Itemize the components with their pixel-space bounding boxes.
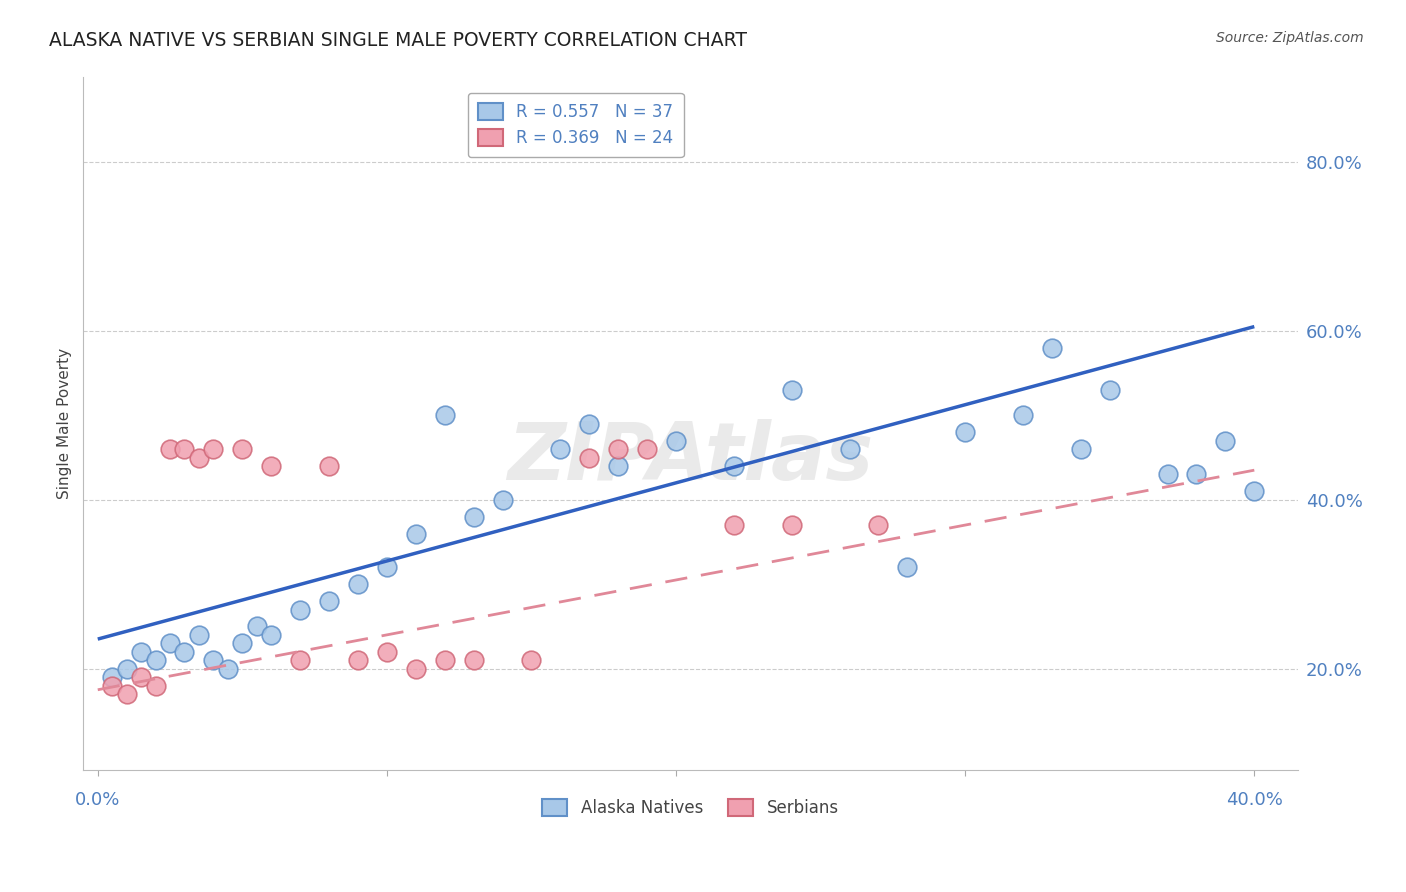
- Point: [173, 442, 195, 456]
- Point: [288, 602, 311, 616]
- Point: [665, 434, 688, 448]
- Point: [347, 653, 370, 667]
- Point: [187, 628, 209, 642]
- Point: [405, 526, 427, 541]
- Point: [101, 670, 124, 684]
- Point: [260, 458, 283, 473]
- Point: [129, 670, 152, 684]
- Point: [101, 679, 124, 693]
- Point: [159, 636, 181, 650]
- Point: [1098, 383, 1121, 397]
- Point: [375, 560, 398, 574]
- Y-axis label: Single Male Poverty: Single Male Poverty: [58, 348, 72, 500]
- Point: [520, 653, 543, 667]
- Point: [463, 653, 485, 667]
- Point: [550, 442, 572, 456]
- Text: ZIPAtlas: ZIPAtlas: [508, 419, 873, 498]
- Point: [896, 560, 918, 574]
- Point: [115, 662, 138, 676]
- Point: [187, 450, 209, 465]
- Point: [375, 645, 398, 659]
- Point: [838, 442, 860, 456]
- Point: [405, 662, 427, 676]
- Point: [318, 458, 340, 473]
- Point: [231, 442, 253, 456]
- Point: [491, 492, 513, 507]
- Point: [1243, 484, 1265, 499]
- Point: [1185, 467, 1208, 482]
- Point: [173, 645, 195, 659]
- Text: 0.0%: 0.0%: [75, 791, 121, 809]
- Point: [202, 442, 225, 456]
- Point: [578, 417, 600, 431]
- Point: [145, 679, 167, 693]
- Legend: Alaska Natives, Serbians: Alaska Natives, Serbians: [536, 792, 845, 824]
- Point: [636, 442, 658, 456]
- Point: [607, 458, 630, 473]
- Point: [953, 425, 976, 439]
- Point: [723, 458, 745, 473]
- Point: [231, 636, 253, 650]
- Point: [1215, 434, 1237, 448]
- Point: [578, 450, 600, 465]
- Point: [347, 577, 370, 591]
- Point: [607, 442, 630, 456]
- Text: ALASKA NATIVE VS SERBIAN SINGLE MALE POVERTY CORRELATION CHART: ALASKA NATIVE VS SERBIAN SINGLE MALE POV…: [49, 31, 747, 50]
- Point: [318, 594, 340, 608]
- Point: [1156, 467, 1178, 482]
- Point: [1012, 409, 1035, 423]
- Point: [288, 653, 311, 667]
- Point: [145, 653, 167, 667]
- Point: [217, 662, 239, 676]
- Point: [780, 518, 803, 533]
- Point: [246, 619, 269, 633]
- Point: [159, 442, 181, 456]
- Point: [433, 409, 456, 423]
- Text: Source: ZipAtlas.com: Source: ZipAtlas.com: [1216, 31, 1364, 45]
- Point: [780, 383, 803, 397]
- Point: [1070, 442, 1092, 456]
- Point: [202, 653, 225, 667]
- Point: [115, 687, 138, 701]
- Point: [1040, 341, 1063, 355]
- Point: [433, 653, 456, 667]
- Point: [868, 518, 890, 533]
- Point: [463, 509, 485, 524]
- Point: [260, 628, 283, 642]
- Text: 40.0%: 40.0%: [1226, 791, 1282, 809]
- Point: [129, 645, 152, 659]
- Point: [723, 518, 745, 533]
